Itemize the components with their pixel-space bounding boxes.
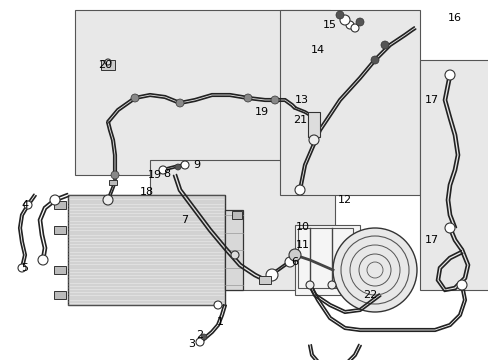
Text: 19: 19 — [148, 170, 162, 180]
Bar — [54, 266, 66, 274]
Circle shape — [346, 21, 353, 29]
Text: 9: 9 — [193, 160, 200, 170]
Bar — [224, 210, 243, 290]
Bar — [68, 195, 224, 305]
Text: 22: 22 — [362, 290, 376, 300]
Bar — [297, 228, 352, 288]
Circle shape — [50, 195, 60, 205]
Text: 12: 12 — [337, 195, 351, 205]
Circle shape — [38, 255, 48, 265]
Circle shape — [230, 251, 239, 259]
Text: 4: 4 — [21, 200, 28, 210]
Circle shape — [285, 257, 294, 267]
Circle shape — [265, 269, 278, 281]
Circle shape — [105, 59, 111, 65]
Text: 14: 14 — [310, 45, 325, 55]
Text: 15: 15 — [323, 20, 336, 30]
Text: 8: 8 — [163, 169, 170, 179]
Bar — [54, 226, 66, 234]
Text: 17: 17 — [424, 95, 438, 105]
Text: 3: 3 — [188, 339, 195, 349]
Circle shape — [327, 281, 335, 289]
Circle shape — [355, 18, 363, 26]
Circle shape — [288, 249, 301, 261]
Circle shape — [244, 94, 251, 102]
Text: 13: 13 — [294, 95, 308, 105]
Bar — [75, 10, 329, 175]
Circle shape — [103, 195, 113, 205]
Circle shape — [111, 171, 119, 179]
Circle shape — [24, 201, 32, 209]
Circle shape — [176, 99, 183, 107]
Text: 7: 7 — [181, 215, 188, 225]
Bar — [294, 225, 359, 295]
Text: 20: 20 — [98, 60, 112, 70]
Bar — [307, 112, 319, 137]
Circle shape — [214, 301, 222, 309]
Circle shape — [444, 70, 454, 80]
Circle shape — [339, 15, 349, 25]
Circle shape — [332, 228, 416, 312]
Circle shape — [294, 185, 305, 195]
Circle shape — [380, 41, 388, 49]
Text: 11: 11 — [295, 240, 309, 250]
Circle shape — [270, 96, 279, 104]
Circle shape — [181, 161, 189, 169]
Text: 18: 18 — [140, 187, 154, 197]
Bar — [150, 160, 334, 290]
Circle shape — [131, 94, 139, 102]
Circle shape — [175, 164, 181, 170]
Text: 21: 21 — [292, 115, 306, 125]
Circle shape — [456, 280, 466, 290]
Circle shape — [370, 56, 378, 64]
Circle shape — [159, 166, 167, 174]
Text: 10: 10 — [295, 222, 309, 232]
Bar — [54, 201, 66, 209]
Circle shape — [305, 281, 313, 289]
Circle shape — [18, 264, 26, 272]
Bar — [231, 211, 242, 219]
Text: 2: 2 — [196, 330, 203, 340]
Circle shape — [308, 135, 318, 145]
Text: 5: 5 — [21, 263, 28, 273]
Text: 6: 6 — [291, 257, 298, 267]
Bar — [101, 60, 115, 70]
Bar — [259, 276, 270, 284]
Circle shape — [196, 338, 203, 346]
Bar — [54, 291, 66, 299]
Bar — [280, 10, 419, 195]
Text: 16: 16 — [447, 13, 461, 23]
Circle shape — [350, 24, 358, 32]
Text: 1: 1 — [216, 317, 223, 327]
Bar — [419, 60, 488, 290]
Circle shape — [335, 11, 343, 19]
Circle shape — [444, 223, 454, 233]
Text: 19: 19 — [254, 107, 268, 117]
Circle shape — [201, 334, 206, 340]
Bar — [109, 180, 117, 184]
Text: 17: 17 — [424, 235, 438, 245]
